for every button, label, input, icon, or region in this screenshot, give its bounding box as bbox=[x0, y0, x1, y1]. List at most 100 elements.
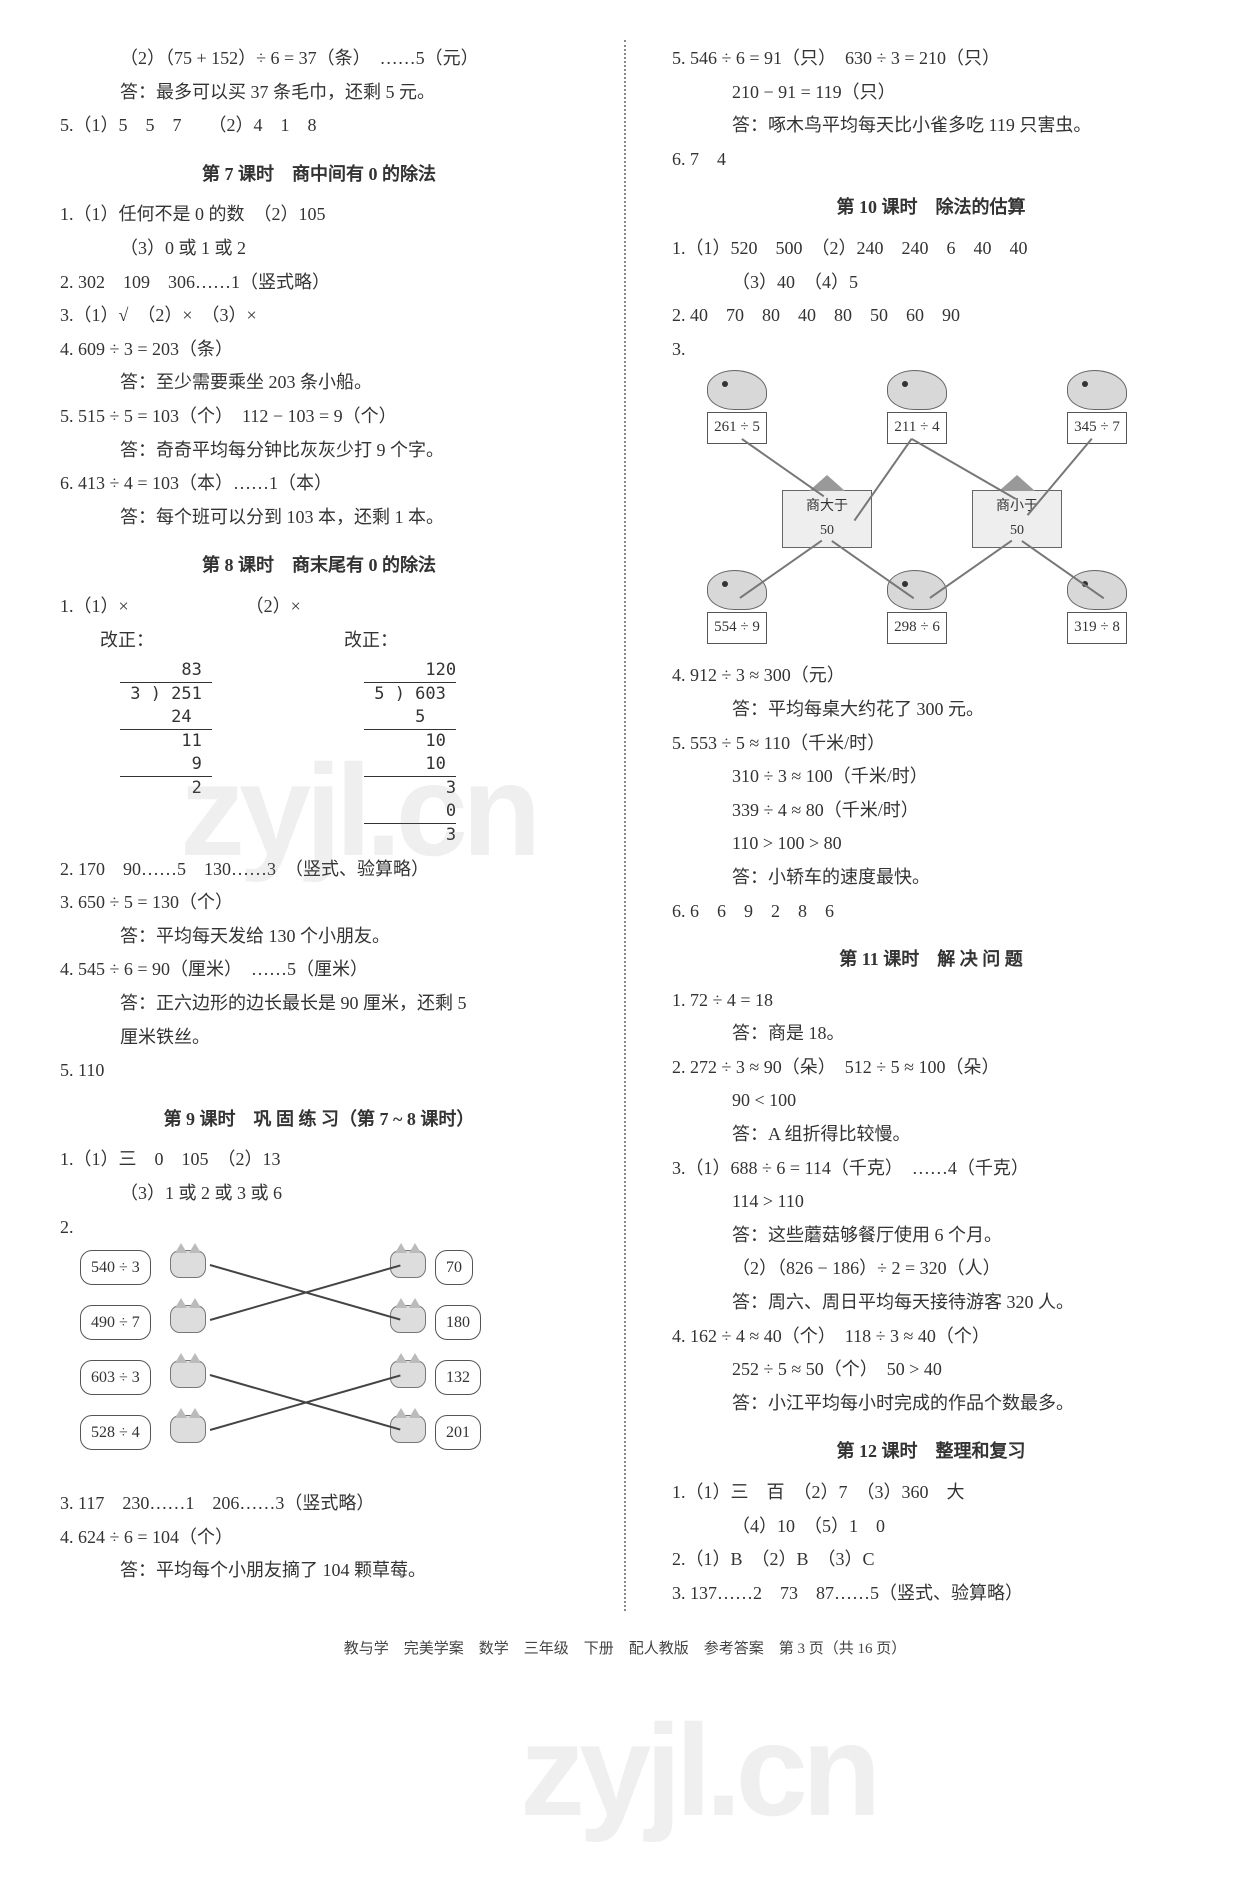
section-7-title: 第 7 课时 商中间有 0 的除法 bbox=[60, 159, 578, 190]
s8-i4c: 厘米铁丝。 bbox=[60, 1022, 578, 1053]
cat-icon-l0 bbox=[170, 1250, 206, 1278]
match-l2: 603 ÷ 3 bbox=[80, 1360, 151, 1395]
s8-i3: 3. 650 ÷ 5 = 130（个） bbox=[60, 887, 578, 918]
s11-i1: 1. 72 ÷ 4 = 18 bbox=[672, 985, 1190, 1016]
s12-i1b: （4）10 （5）1 0 bbox=[672, 1511, 1190, 1542]
dline-3 bbox=[912, 438, 1017, 499]
left-column: （2）（75 + 152）÷ 6 = 37（条） ……5（元） 答：最多可以买 … bbox=[60, 40, 578, 1611]
ld1-r1: 3 ) 251 bbox=[120, 683, 212, 706]
s10-i5c: 339 ÷ 4 ≈ 80（千米/时） bbox=[672, 795, 1190, 826]
match-r0: 70 bbox=[435, 1250, 473, 1285]
ld1-r3: 11 bbox=[120, 730, 212, 753]
s10-i5e: 答：小轿车的速度最快。 bbox=[672, 862, 1190, 893]
s7-i4b: 答：至少需要乘坐 203 条小船。 bbox=[60, 367, 578, 398]
s8-i1: 1.（1）× （2）× bbox=[60, 591, 578, 622]
ld2-r1: 5 ) 603 bbox=[364, 683, 456, 706]
ld1-r5: 2 bbox=[120, 777, 212, 800]
s7-i4: 4. 609 ÷ 3 = 203（条） bbox=[60, 334, 578, 365]
corr-left-label: 改正： bbox=[100, 625, 334, 656]
s7-i6: 6. 413 ÷ 4 = 103（本）……1（本） bbox=[60, 468, 578, 499]
s10-i1: 1.（1）520 500 （2）240 240 6 40 40 bbox=[672, 233, 1190, 264]
s7-i2: 2. 302 109 306……1（竖式略） bbox=[60, 267, 578, 298]
match-l1: 490 ÷ 7 bbox=[80, 1305, 151, 1340]
s11-i3e: 答：周六、周日平均每天接待游客 320 人。 bbox=[672, 1287, 1190, 1318]
section-9-title: 第 9 课时 巩 固 练 习（第 7 ~ 8 课时） bbox=[60, 1104, 578, 1135]
s12-i1: 1.（1）三 百 （2）7 （3）360 大 bbox=[672, 1477, 1190, 1508]
top-left-l2: 答：最多可以买 37 条毛巾，还剩 5 元。 bbox=[60, 77, 578, 108]
right-column: 5. 546 ÷ 6 = 91（只） 630 ÷ 3 = 210（只） 210 … bbox=[672, 40, 1190, 1611]
ld1-r4: 9 bbox=[120, 753, 212, 777]
s11-i3c: 答：这些蘑菇够餐厅使用 6 个月。 bbox=[672, 1220, 1190, 1251]
ld2-r3: 10 bbox=[364, 730, 456, 753]
bird-diagram: 261 ÷ 5 211 ÷ 4 345 ÷ 7 商大于 50 商小于 50 55… bbox=[672, 370, 1190, 650]
bird-top-1: 211 ÷ 4 bbox=[862, 370, 972, 435]
section-10-title: 第 10 课时 除法的估算 bbox=[672, 192, 1190, 223]
house-right: 商小于 50 bbox=[972, 490, 1062, 548]
top-left-l1: （2）（75 + 152）÷ 6 = 37（条） ……5（元） bbox=[60, 43, 578, 74]
s10-i4b: 答：平均每桌大约花了 300 元。 bbox=[672, 694, 1190, 725]
s11-i3: 3.（1）688 ÷ 6 = 114（千克） ……4（千克） bbox=[672, 1153, 1190, 1184]
s8-i2: 2. 170 90……5 130……3 （竖式、验算略） bbox=[60, 854, 578, 885]
cat-icon-l3 bbox=[170, 1415, 206, 1443]
house-left: 商大于 50 bbox=[782, 490, 872, 548]
cat-icon-l2 bbox=[170, 1360, 206, 1388]
matching-diagram: 540 ÷ 3 490 ÷ 7 603 ÷ 3 528 ÷ 4 70 180 1… bbox=[60, 1250, 578, 1480]
s7-i3: 3.（1）√ （2）× （3）× bbox=[60, 300, 578, 331]
s9-i1b: （3）1 或 2 或 3 或 6 bbox=[60, 1178, 578, 1209]
bird-bot-0: 554 ÷ 9 bbox=[682, 570, 792, 635]
watermark-2: zyjl.cn bbox=[520, 1660, 875, 1881]
s10-i5b: 310 ÷ 3 ≈ 100（千米/时） bbox=[672, 761, 1190, 792]
s11-i3d: （2）（826 − 186）÷ 2 = 320（人） bbox=[672, 1253, 1190, 1284]
s10-i6: 6. 6 6 9 2 8 6 bbox=[672, 896, 1190, 927]
s9-i1: 1.（1）三 0 105 （2）13 bbox=[60, 1144, 578, 1175]
cat-icon-r0 bbox=[390, 1250, 426, 1278]
tr-l4: 6. 7 4 bbox=[672, 144, 1190, 175]
s8-i4b: 答：正六边形的边长最长是 90 厘米，还剩 5 bbox=[60, 988, 578, 1019]
ld2-r6: 0 bbox=[364, 800, 456, 824]
s11-i4b: 252 ÷ 5 ≈ 50（个） 50 > 40 bbox=[672, 1354, 1190, 1385]
ld2-r7: 3 bbox=[364, 824, 456, 847]
s9-i3: 3. 117 230……1 206……3（竖式略） bbox=[60, 1488, 578, 1519]
s10-i5d: 110 > 100 > 80 bbox=[672, 828, 1190, 859]
page-columns: （2）（75 + 152）÷ 6 = 37（条） ……5（元） 答：最多可以买 … bbox=[60, 40, 1190, 1611]
section-8-title: 第 8 课时 商末尾有 0 的除法 bbox=[60, 550, 578, 581]
ld2-r2: 5 bbox=[364, 706, 456, 730]
s7-i1: 1.（1）任何不是 0 的数 （2）105 bbox=[60, 199, 578, 230]
cat-icon-r1 bbox=[390, 1305, 426, 1333]
long-division-1: 83 3 ) 251 24 11 9 2 bbox=[120, 659, 212, 800]
ld2-r0: 120 bbox=[364, 659, 456, 683]
match-r1: 180 bbox=[435, 1305, 481, 1340]
longdiv-row: 改正： 83 3 ) 251 24 11 9 2 改正： 120 bbox=[60, 625, 578, 851]
s7-i5: 5. 515 ÷ 5 = 103（个） 112 − 103 = 9（个） bbox=[60, 401, 578, 432]
bird-label-t2: 345 ÷ 7 bbox=[1067, 412, 1127, 444]
s11-i4c: 答：小江平均每小时完成的作品个数最多。 bbox=[672, 1388, 1190, 1419]
s10-i2: 2. 40 70 80 40 80 50 60 90 bbox=[672, 300, 1190, 331]
s8-i4: 4. 545 ÷ 6 = 90（厘米） ……5（厘米） bbox=[60, 954, 578, 985]
match-r3: 201 bbox=[435, 1415, 481, 1450]
ld2-r4: 10 bbox=[364, 753, 456, 777]
bird-bot-2: 319 ÷ 8 bbox=[1042, 570, 1152, 635]
s11-i4: 4. 162 ÷ 4 ≈ 40（个） 118 ÷ 3 ≈ 40（个） bbox=[672, 1321, 1190, 1352]
dline-2 bbox=[854, 439, 913, 522]
corr-right-label: 改正： bbox=[344, 625, 578, 656]
s12-i3: 3. 137……2 73 87……5（竖式、验算略） bbox=[672, 1578, 1190, 1609]
s12-i2: 2.（1）B （2）B （3）C bbox=[672, 1544, 1190, 1575]
top-left-l3: 5.（1）5 5 7 （2）4 1 8 bbox=[60, 110, 578, 141]
tr-l3: 答：啄木鸟平均每天比小雀多吃 119 只害虫。 bbox=[672, 110, 1190, 141]
s11-i3b: 114 > 110 bbox=[672, 1186, 1190, 1217]
bird-label-b1: 298 ÷ 6 bbox=[887, 612, 947, 644]
s7-i1b: （3）0 或 1 或 2 bbox=[60, 233, 578, 264]
s9-i4b: 答：平均每个小朋友摘了 104 颗草莓。 bbox=[60, 1555, 578, 1586]
column-divider bbox=[624, 40, 626, 1611]
s7-i6b: 答：每个班可以分到 103 本，还剩 1 本。 bbox=[60, 502, 578, 533]
match-r2: 132 bbox=[435, 1360, 481, 1395]
s7-i5b: 答：奇奇平均每分钟比灰灰少打 9 个字。 bbox=[60, 435, 578, 466]
ld2-r5: 3 bbox=[364, 777, 456, 800]
long-division-2: 120 5 ) 603 5 10 10 3 0 3 bbox=[364, 659, 456, 847]
s9-i2: 2. bbox=[60, 1212, 578, 1243]
s8-i3b: 答：平均每天发给 130 个小朋友。 bbox=[60, 921, 578, 952]
ld1-r0: 83 bbox=[120, 659, 212, 683]
cat-icon-r2 bbox=[390, 1360, 426, 1388]
s10-i5: 5. 553 ÷ 5 ≈ 110（千米/时） bbox=[672, 728, 1190, 759]
s11-i2: 2. 272 ÷ 3 ≈ 90（朵） 512 ÷ 5 ≈ 100（朵） bbox=[672, 1052, 1190, 1083]
